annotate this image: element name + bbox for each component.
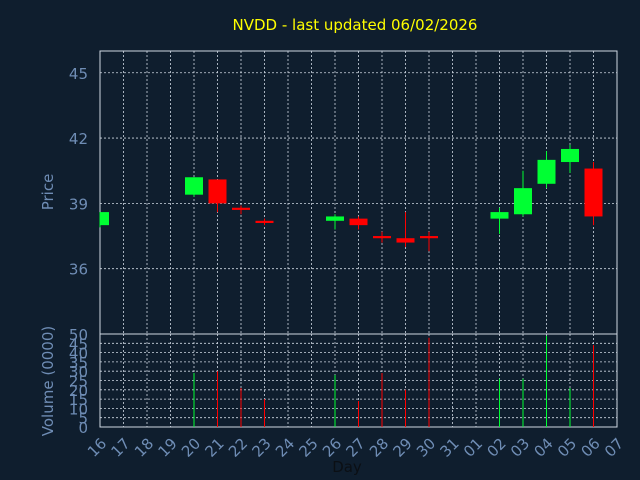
candle-body: [514, 188, 532, 215]
candle-body: [584, 168, 603, 217]
volume-tick-label: 40: [69, 345, 88, 363]
price-tick-label: 36: [69, 261, 88, 279]
candle-body: [420, 236, 438, 239]
x-tick-label: 02: [484, 435, 510, 461]
volume-tick-label: 5: [78, 410, 88, 428]
x-tick-label: 28: [366, 435, 392, 461]
candle: [349, 216, 368, 230]
volume-bars: [193, 335, 594, 427]
volume-tick-label: 45: [69, 335, 88, 353]
candle: [420, 231, 438, 252]
candle: [514, 170, 532, 217]
candle: [373, 231, 391, 243]
candle: [537, 151, 556, 189]
volume-tick-label: 10: [69, 400, 88, 418]
candle: [232, 205, 250, 215]
candle: [490, 207, 509, 234]
price-axis-label: Price: [39, 174, 57, 211]
volume-axis-label: Volume (0000): [39, 326, 57, 436]
x-tick-label: 01: [460, 435, 486, 461]
x-tick-label: 05: [554, 435, 580, 461]
x-tick-label: 16: [84, 435, 110, 461]
x-tick-label: 27: [343, 435, 369, 461]
x-axis-label: Day: [332, 458, 362, 476]
volume-tick-label: 35: [69, 354, 88, 372]
x-tick-label: 20: [178, 435, 204, 461]
x-tick-label: 26: [319, 435, 345, 461]
x-tick-label: 24: [272, 435, 298, 461]
volume-tick-label: 0: [78, 419, 88, 437]
candle: [396, 212, 415, 247]
x-tick-label: 23: [249, 435, 275, 461]
candle: [326, 214, 344, 230]
x-tick-label: 25: [296, 435, 322, 461]
x-tick-label: 22: [225, 435, 251, 461]
x-tick-label: 17: [108, 435, 134, 461]
x-tick-label: 31: [437, 435, 463, 461]
candle-body: [100, 212, 109, 226]
x-tick-label: 18: [131, 435, 157, 461]
volume-tick-label: 30: [69, 363, 88, 381]
candle-body: [490, 212, 509, 219]
volume-tick-label: 15: [69, 391, 88, 409]
x-tick-label: 21: [202, 435, 228, 461]
price-tick-label: 45: [69, 65, 88, 83]
x-ticks: 1617181920212223242526272829303101020304…: [84, 435, 627, 461]
x-tick-label: 19: [155, 435, 181, 461]
price-tick-label: 42: [69, 130, 88, 148]
x-tick-label: 30: [413, 435, 439, 461]
volume-tick-label: 25: [69, 373, 88, 391]
candle: [99, 212, 109, 228]
candle-body: [396, 238, 415, 243]
candle-body: [373, 236, 391, 239]
x-tick-label: 04: [531, 435, 557, 461]
candle: [584, 162, 603, 226]
candle-body: [349, 218, 368, 226]
price-panel: 36 39 42 45: [69, 50, 618, 335]
price-y-ticks: 36 39 42 45: [69, 65, 88, 279]
candle-body: [537, 159, 556, 184]
chart-title: NVDD - last updated 06/02/2026: [233, 16, 478, 34]
candle: [185, 177, 203, 197]
x-tick-label: 03: [507, 435, 533, 461]
candles: [99, 144, 603, 252]
candle: [208, 179, 227, 213]
x-tick-label: 06: [578, 435, 604, 461]
candle: [255, 218, 274, 226]
candle-body: [185, 177, 203, 195]
candle-body: [208, 179, 227, 204]
x-tick-label: 07: [601, 435, 627, 461]
candle-body: [326, 216, 344, 221]
candle-body: [255, 220, 274, 223]
x-tick-label: 29: [390, 435, 416, 461]
candle: [561, 144, 579, 173]
candle-body: [232, 207, 250, 210]
price-tick-label: 39: [69, 195, 88, 213]
candle-body: [561, 148, 579, 163]
volume-tick-label: 20: [69, 382, 88, 400]
volume-tick-label: 50: [69, 326, 88, 344]
